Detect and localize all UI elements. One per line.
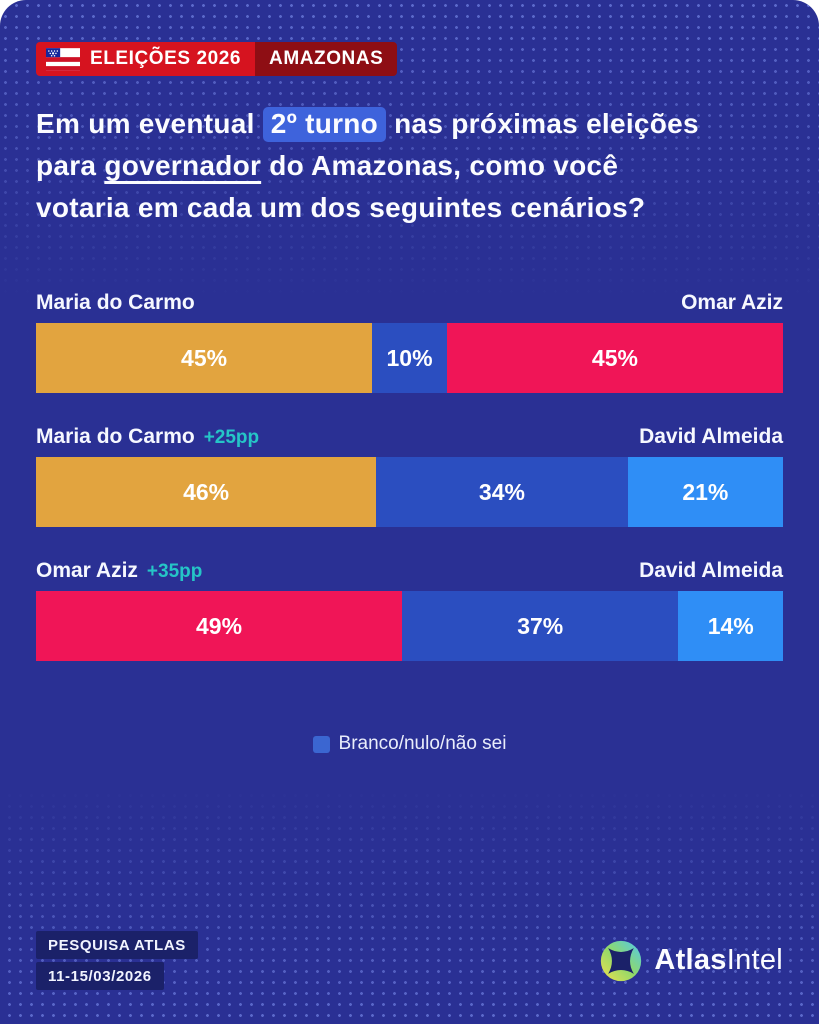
title-text: nas próximas eleições	[386, 108, 699, 139]
bar-segment: 45%	[36, 323, 373, 393]
left-candidate-name: Maria do Carmo	[36, 291, 195, 314]
title-text: Em um eventual	[36, 108, 263, 139]
legend-label: Branco/nulo/não sei	[338, 733, 507, 754]
source-info: PESQUISA ATLAS 11-15/03/2026	[36, 931, 198, 990]
atlasintel-compass-logo-icon	[599, 939, 643, 983]
bar-segment: 14%	[678, 591, 783, 661]
scenario: Maria do Carmo +25pp David Almeida 46% 34…	[36, 425, 783, 527]
lead-badge: +35pp	[146, 561, 203, 582]
right-candidate-name: David Almeida	[639, 559, 783, 582]
question-title: Em um eventual 2º turno nas próximas ele…	[36, 103, 783, 229]
bar-segment: 37%	[402, 591, 679, 661]
scenario: Maria do Carmo Omar Aziz 45% 10% 45%	[36, 291, 784, 393]
title-text: para	[36, 150, 105, 181]
left-candidate-name: Maria do Carmo	[36, 425, 195, 448]
brand-wordmark: AtlasIntel	[654, 944, 783, 977]
atlasintel-brand: AtlasIntel	[599, 939, 783, 983]
source-dates: 11-15/03/2026	[36, 962, 164, 990]
bar-segment: 10%	[372, 323, 447, 393]
badge-primary-label: ELEIÇÕES 2026	[90, 48, 242, 69]
amazonas-flag-icon	[46, 47, 80, 71]
stacked-bar: 46% 34% 21%	[36, 457, 783, 527]
footer: PESQUISA ATLAS 11-15/03/2026	[36, 931, 783, 990]
bar-segment: 46%	[36, 457, 377, 527]
bar-segment: 49%	[36, 591, 403, 661]
charts: Maria do Carmo Omar Aziz 45% 10% 45% Maria…	[36, 291, 784, 693]
stacked-bar: 49% 37% 14%	[36, 591, 783, 661]
left-candidate-name: Omar Aziz	[36, 559, 138, 582]
title-text: do Amazonas, como você	[261, 150, 619, 181]
right-candidate-name: David Almeida	[639, 425, 783, 448]
scenario-labels: Maria do Carmo +25pp David Almeida	[36, 425, 783, 449]
elections-badge: ELEIÇÕES 2026	[36, 42, 256, 76]
title-highlight: 2º turno	[262, 107, 387, 142]
scenario-labels: Maria do Carmo Omar Aziz	[36, 291, 783, 315]
lead-badge: +25pp	[203, 427, 260, 448]
bar-segment: 34%	[376, 457, 628, 527]
bar-segment: 21%	[627, 457, 783, 527]
scenario: Omar Aziz +35pp David Almeida 49% 37% 14%	[36, 559, 783, 661]
scenario-labels: Omar Aziz +35pp David Almeida	[36, 559, 783, 583]
state-badge: AMAZONAS	[255, 42, 398, 76]
brand-light: Intel	[726, 944, 783, 976]
source-name: PESQUISA ATLAS	[36, 931, 198, 959]
legend-swatch	[312, 735, 330, 753]
title-underlined-word: governador	[104, 150, 262, 181]
brand-bold: Atlas	[654, 944, 727, 976]
legend: Branco/nulo/não sei	[36, 733, 783, 755]
header-badges: ELEIÇÕES 2026 AMAZONAS	[36, 42, 783, 76]
bar-segment: 45%	[446, 323, 784, 393]
stacked-bar: 45% 10% 45%	[36, 323, 784, 393]
title-text: votaria em cada um dos seguintes cenário…	[36, 192, 646, 223]
right-candidate-name: Omar Aziz	[681, 291, 783, 314]
